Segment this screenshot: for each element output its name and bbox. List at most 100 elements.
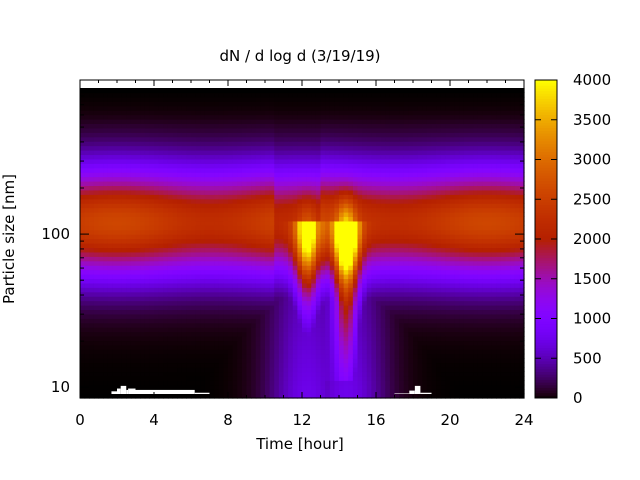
heatmap-cell	[167, 216, 174, 222]
heatmap-cell	[154, 380, 160, 386]
heatmap-cell	[371, 141, 377, 147]
heatmap-cell	[181, 101, 187, 107]
heatmap-cell	[320, 127, 326, 133]
heatmap-cell	[135, 150, 141, 156]
heatmap-cell	[399, 322, 405, 328]
heatmap-cell	[357, 119, 363, 125]
heatmap-cell	[246, 167, 252, 173]
heatmap-cell	[339, 150, 345, 156]
heatmap-cell	[93, 251, 100, 257]
heatmap-cell	[126, 296, 132, 302]
heatmap-cell	[320, 393, 326, 399]
heatmap-cell	[121, 145, 127, 151]
heatmap-cell	[209, 163, 215, 169]
heatmap-cell	[144, 154, 150, 160]
heatmap-cell	[144, 185, 150, 191]
heatmap-cell	[84, 305, 90, 311]
heatmap-cell	[121, 358, 127, 364]
heatmap-cell	[214, 340, 220, 346]
heatmap-cell	[408, 393, 414, 399]
heatmap-cell	[112, 322, 118, 328]
heatmap-cell	[117, 216, 123, 222]
heatmap-cell	[380, 353, 386, 359]
heatmap-cell	[315, 371, 322, 377]
heatmap-cell	[126, 238, 132, 244]
heatmap-cell	[232, 362, 238, 368]
heatmap-cell	[399, 212, 405, 218]
heatmap-cell	[357, 225, 363, 231]
heatmap-cell	[135, 274, 141, 280]
heatmap-cell	[385, 367, 391, 373]
heatmap-cell	[403, 274, 409, 280]
heatmap-cell	[385, 371, 391, 377]
heatmap-cell	[112, 353, 118, 359]
heatmap-cell	[241, 340, 248, 346]
heatmap-cell	[214, 207, 220, 213]
heatmap-cell	[144, 136, 150, 142]
heatmap-cell	[371, 322, 377, 328]
heatmap-cell	[334, 212, 340, 218]
heatmap-cell	[366, 154, 372, 160]
heatmap-cell	[399, 207, 405, 213]
heatmap-cell	[320, 136, 326, 142]
heatmap-cell	[186, 225, 192, 231]
heatmap-cell	[223, 251, 229, 257]
heatmap-cell	[163, 189, 169, 195]
heatmap-cell	[154, 353, 160, 359]
heatmap-cell	[163, 327, 169, 333]
heatmap-cell	[297, 349, 303, 355]
heatmap-cell	[149, 256, 155, 262]
heatmap-cell	[306, 336, 312, 342]
heatmap-cell	[177, 110, 183, 116]
heatmap-cell	[181, 358, 187, 364]
heatmap-cell	[265, 260, 271, 266]
heatmap-cell	[334, 238, 340, 244]
heatmap-cell	[228, 167, 234, 173]
heatmap-cell	[274, 229, 280, 235]
heatmap-cell	[228, 198, 234, 204]
heatmap-cell	[112, 260, 118, 266]
heatmap-cell	[237, 318, 243, 324]
heatmap-cell	[228, 296, 234, 302]
heatmap-cell	[218, 349, 224, 355]
heatmap-cell	[126, 101, 132, 107]
heatmap-cell	[269, 194, 275, 200]
heatmap-cell	[302, 101, 308, 107]
heatmap-cell	[399, 291, 405, 297]
heatmap-cell	[315, 322, 322, 328]
heatmap-cell	[223, 158, 229, 164]
heatmap-cell	[177, 185, 183, 191]
heatmap-cell	[260, 145, 266, 151]
heatmap-cell	[84, 327, 90, 333]
heatmap-cell	[366, 371, 372, 377]
heatmap-cell	[103, 234, 109, 240]
heatmap-cell	[297, 225, 303, 231]
heatmap-cell	[283, 101, 289, 107]
heatmap-cell	[366, 212, 372, 218]
heatmap-cell	[84, 181, 90, 187]
heatmap-cell	[329, 181, 335, 187]
heatmap-cell	[403, 367, 409, 373]
heatmap-cell	[223, 340, 229, 346]
heatmap-cell	[329, 203, 335, 209]
heatmap-cell	[223, 185, 229, 191]
heatmap-cell	[181, 141, 187, 147]
heatmap-cell	[292, 145, 298, 151]
heatmap-cell	[251, 313, 257, 319]
heatmap-cell	[163, 278, 169, 284]
heatmap-cell	[403, 336, 409, 342]
heatmap-cell	[260, 212, 266, 218]
heatmap-cell	[135, 234, 141, 240]
heatmap-cell	[130, 274, 137, 280]
heatmap-cell	[181, 344, 187, 350]
heatmap-cell	[343, 110, 349, 116]
heatmap-cell	[320, 185, 326, 191]
heatmap-cell	[311, 150, 317, 156]
heatmap-cell	[126, 189, 132, 195]
heatmap-cell	[389, 158, 396, 164]
heatmap-cell	[403, 207, 409, 213]
heatmap-cell	[130, 119, 137, 125]
heatmap-cell	[154, 243, 160, 249]
heatmap-cell	[325, 110, 331, 116]
heatmap-cell	[89, 300, 95, 306]
